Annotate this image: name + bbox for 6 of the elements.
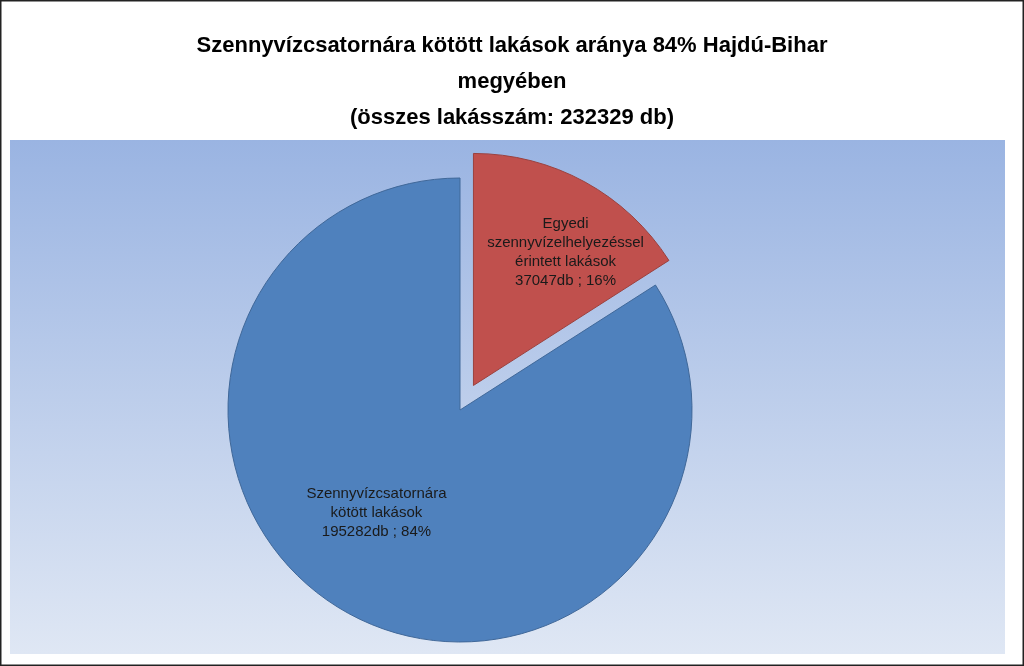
chart-subtitle: (összes lakásszám: 232329 db)	[349, 104, 675, 129]
slice-label: Egyedi szennyvízelhelyezéssel érintett lakások	[487, 213, 644, 269]
chart-title: Szennyvízcsatornára kötött lakások aránya 84% Hajdú-Bihar megyében	[196, 32, 828, 93]
slice-label: Szennyvízcsatornára kötött lakások	[306, 483, 448, 520]
data-label: 37047db ; 16%	[515, 270, 617, 288]
data-label: 195282db ; 84%	[321, 521, 432, 539]
